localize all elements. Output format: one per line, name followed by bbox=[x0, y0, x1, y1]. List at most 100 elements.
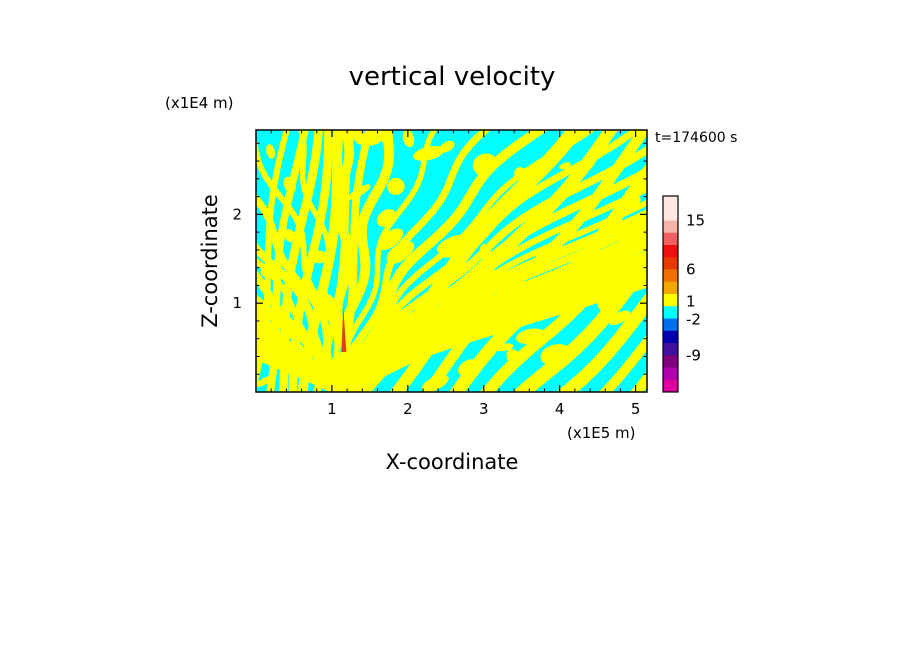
positive-band bbox=[512, 250, 647, 392]
positive-band bbox=[256, 130, 290, 391]
colorbar bbox=[662, 195, 679, 393]
positive-band bbox=[256, 299, 343, 392]
colorbar-tick-label: 15 bbox=[686, 212, 705, 230]
positive-band bbox=[349, 130, 585, 392]
field-bands bbox=[256, 130, 904, 415]
colorbar-level bbox=[663, 294, 678, 307]
x-tick-label: 1 bbox=[327, 400, 337, 418]
positive-patch bbox=[260, 264, 275, 277]
positive-patch bbox=[320, 293, 336, 311]
positive-patch bbox=[256, 375, 274, 387]
positive-band bbox=[342, 185, 647, 392]
y-axis-label: Z-coordinate bbox=[198, 194, 222, 328]
positive-patch bbox=[612, 219, 641, 242]
positive-patch bbox=[348, 184, 371, 200]
colorbar-level bbox=[663, 306, 678, 319]
positive-patch bbox=[514, 167, 528, 182]
colorbar-level bbox=[663, 196, 678, 209]
positive-patch bbox=[540, 344, 572, 366]
colorbar-tick-label: -9 bbox=[686, 346, 701, 364]
positive-patch bbox=[396, 337, 421, 355]
positive-band bbox=[336, 199, 647, 392]
positive-band bbox=[278, 130, 324, 392]
y-tick-label: 1 bbox=[232, 294, 242, 312]
positive-patch bbox=[559, 162, 571, 170]
colorbar-tick-label: -2 bbox=[686, 311, 701, 329]
colorbar-level bbox=[663, 257, 678, 270]
positive-patch bbox=[538, 291, 558, 304]
positive-patch bbox=[535, 250, 550, 267]
plot-frame bbox=[255, 129, 648, 393]
colorbar-level bbox=[663, 379, 678, 393]
positive-band bbox=[256, 136, 341, 392]
positive-patch bbox=[609, 310, 631, 326]
positive-band bbox=[333, 130, 548, 392]
y-ticks: 12 bbox=[232, 205, 647, 312]
velocity-field bbox=[256, 130, 904, 415]
positive-patch bbox=[515, 328, 546, 344]
positive-patch bbox=[577, 162, 595, 175]
colorbar-level bbox=[663, 208, 678, 221]
positive-band bbox=[313, 130, 356, 392]
positive-patch bbox=[376, 209, 397, 227]
x-tick-label: 3 bbox=[479, 400, 489, 418]
positive-patch bbox=[625, 195, 641, 209]
positive-band bbox=[598, 334, 647, 392]
positive-patch bbox=[266, 144, 276, 159]
x-axis-label: X-coordinate bbox=[386, 450, 519, 474]
colorbar-labels: 15 6 1-2 -9 bbox=[686, 212, 705, 365]
colorbar-level bbox=[663, 245, 678, 258]
x-tick-label: 2 bbox=[403, 400, 413, 418]
colorbar-level bbox=[663, 232, 678, 246]
positive-band bbox=[555, 291, 647, 392]
x-tick-label: 5 bbox=[631, 400, 641, 418]
colorbar-level bbox=[663, 343, 678, 356]
positive-patch bbox=[402, 130, 415, 148]
positive-patch bbox=[355, 374, 365, 387]
positive-patch bbox=[281, 356, 291, 365]
positive-patch bbox=[495, 343, 514, 352]
positive-band bbox=[298, 130, 344, 392]
positive-patch bbox=[284, 229, 296, 243]
positive-patch bbox=[412, 145, 444, 161]
positive-patch bbox=[421, 374, 449, 392]
positive-patch bbox=[506, 349, 523, 367]
positive-patch bbox=[466, 359, 478, 372]
positive-patch bbox=[464, 291, 482, 310]
minor-ticks bbox=[256, 130, 647, 392]
positive-patch bbox=[283, 176, 296, 194]
positive-patch bbox=[256, 319, 269, 338]
positive-patch bbox=[378, 228, 404, 251]
colorbar-level bbox=[663, 281, 678, 295]
positive-band bbox=[646, 158, 904, 415]
chart-title: vertical velocity bbox=[349, 62, 556, 92]
positive-patch bbox=[472, 153, 498, 176]
y-tick-label: 2 bbox=[232, 205, 242, 223]
positive-patch bbox=[439, 140, 455, 153]
colorbar-level bbox=[663, 318, 678, 332]
time-label: t=174600 s bbox=[655, 130, 737, 146]
x-ticks: 1 2 3 4 5 bbox=[327, 130, 640, 418]
y-unit-label: (x1E4 m) bbox=[165, 94, 234, 112]
positive-band bbox=[680, 173, 904, 407]
positive-patch bbox=[386, 240, 415, 264]
positive-patch bbox=[312, 250, 327, 264]
colorbar-tick-label: 1 bbox=[686, 292, 696, 310]
colorbar-tick-label: 6 bbox=[686, 261, 696, 279]
colorbar-level bbox=[663, 367, 678, 381]
colorbar-level bbox=[663, 330, 678, 344]
strong-updraft bbox=[341, 307, 347, 352]
positive-patch bbox=[387, 177, 405, 195]
positive-band bbox=[448, 162, 647, 392]
x-tick-label: 4 bbox=[555, 400, 565, 418]
positive-band bbox=[256, 242, 353, 392]
colorbar-level bbox=[663, 269, 678, 283]
colorbar-level bbox=[663, 220, 678, 234]
colorbar-frame bbox=[662, 195, 679, 393]
colorbar-level bbox=[663, 355, 678, 368]
positive-patch bbox=[479, 243, 492, 263]
positive-band bbox=[288, 130, 333, 392]
positive-band bbox=[629, 370, 647, 392]
x-unit-label: (x1E5 m) bbox=[567, 424, 636, 442]
